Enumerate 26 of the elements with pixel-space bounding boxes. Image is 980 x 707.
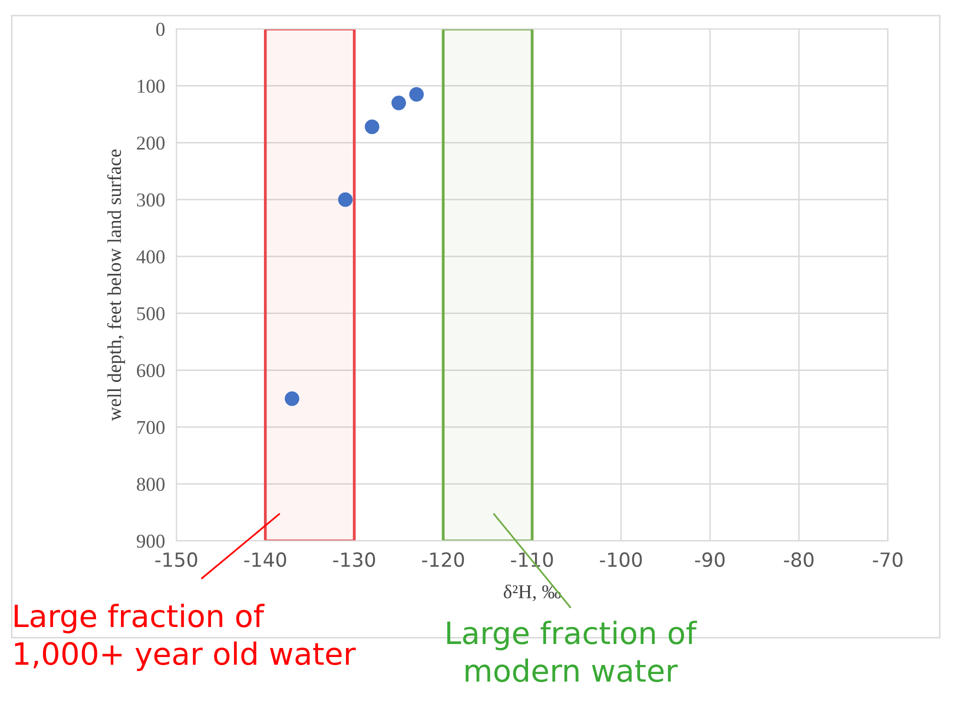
x-tick-label: -80 [784, 552, 814, 568]
x-tick-label: -130 [333, 552, 376, 568]
text: Large fraction of modern water [447, 620, 698, 682]
y-tick-label: 800 [136, 478, 165, 491]
y-tick-label: 300 [137, 193, 165, 207]
y-tick-label: 400 [136, 250, 165, 264]
y-tick-label: 0 [156, 22, 165, 36]
point [284, 391, 300, 406]
y-tick-label: 700 [137, 420, 165, 434]
x-tick-label: -150 [155, 552, 198, 568]
point [364, 120, 380, 134]
x-tick-label: -100 [600, 552, 642, 568]
x-tick-label: -90 [695, 552, 725, 568]
y-tick-label: 600 [136, 364, 165, 378]
y-axis-title: well depth, feet below land surface [107, 150, 126, 421]
point [409, 87, 424, 102]
point [391, 96, 406, 110]
y-tick-label: 200 [136, 136, 165, 150]
x-tick-label: -140 [244, 552, 286, 568]
y-tick-label: 900 [136, 534, 165, 548]
text: Large fraction of 1,000+ year old water [14, 604, 356, 672]
y-tick-label: 500 [137, 307, 165, 320]
y-tick-label: 100 [138, 80, 165, 93]
x-tick-label: -120 [422, 552, 464, 568]
x-tick-label: -70 [872, 552, 902, 568]
point [338, 192, 353, 207]
